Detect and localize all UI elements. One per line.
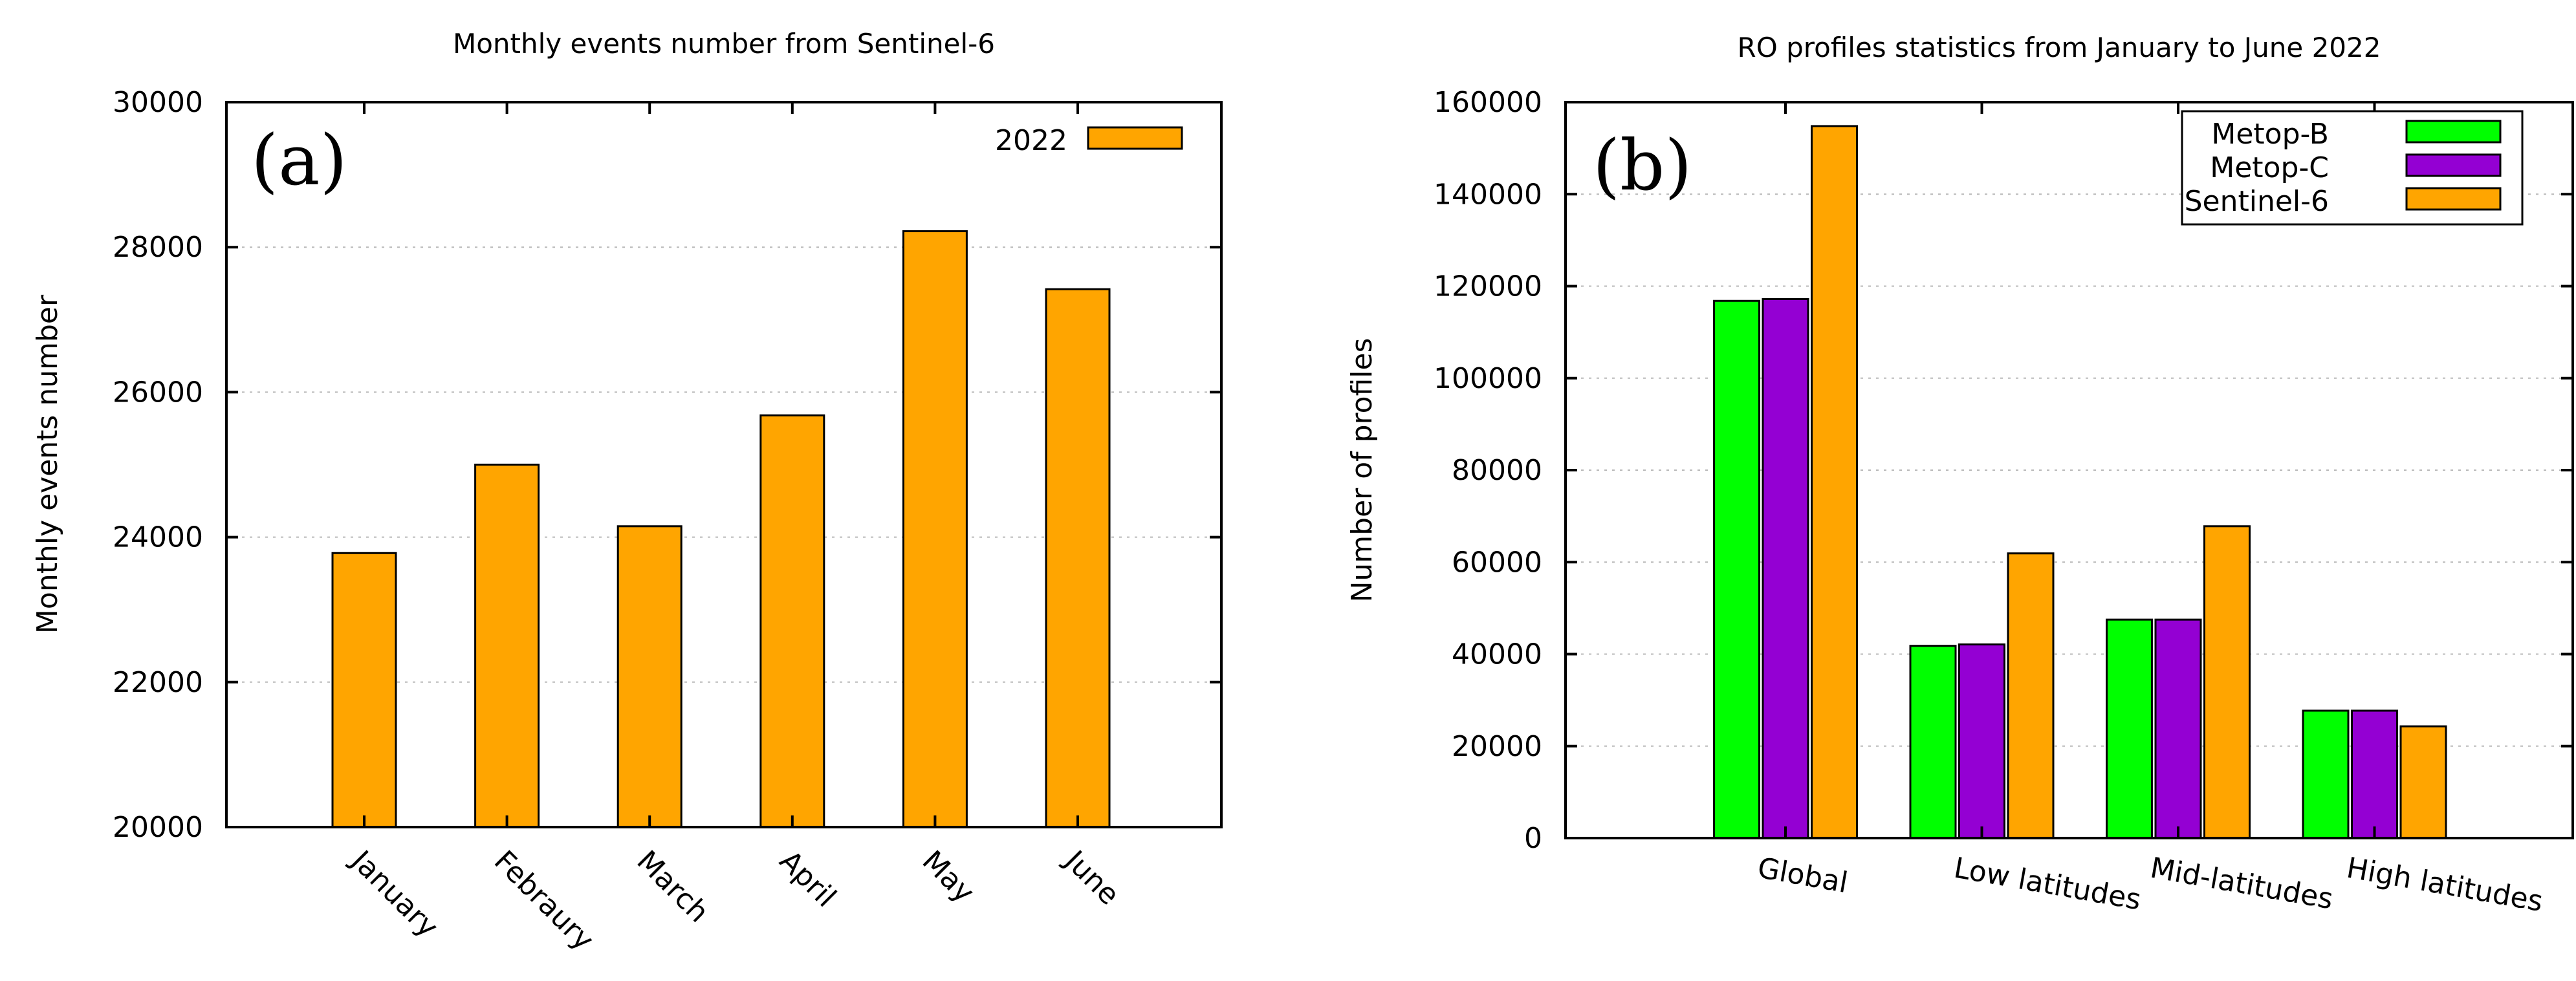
chart-b-y-tick-label: 20000 bbox=[1452, 730, 1542, 763]
chart-a-y-tick-label: 22000 bbox=[113, 666, 203, 699]
chart-a-plot-frame bbox=[225, 101, 1223, 828]
chart-b-y-tick-label: 120000 bbox=[1434, 270, 1542, 303]
chart-b-bar-sentinel-6-mid-latitudes bbox=[2203, 525, 2251, 839]
chart-b-legend: Metop-B Metop-C Sentinel-6 bbox=[2181, 110, 2524, 226]
chart-a-y-tick-label: 28000 bbox=[113, 231, 203, 264]
chart-b-y-tick-label: 100000 bbox=[1434, 362, 1542, 395]
chart-a-y-tick-label: 30000 bbox=[113, 86, 203, 119]
chart-a-legend-swatch-2022 bbox=[1087, 126, 1183, 150]
chart-a-legend: 2022 bbox=[995, 124, 1183, 157]
chart-a-bar-2022-june bbox=[1045, 288, 1111, 828]
chart-b-legend-label-sentinel-6: Sentinel-6 bbox=[2185, 185, 2329, 218]
chart-b-legend-label-metop-b: Metop-B bbox=[2211, 118, 2329, 151]
chart-a-y-axis-label: Monthly events number bbox=[31, 294, 64, 634]
chart-a-bars bbox=[331, 230, 1111, 828]
chart-a-title: Monthly events number from Sentinel-6 bbox=[453, 28, 995, 59]
chart-a-y-ticks: 20000 22000 24000 26000 28000 30000 bbox=[113, 86, 1221, 844]
chart-b-y-tick-label: 0 bbox=[1524, 822, 1542, 855]
chart-b-y-tick-label: 60000 bbox=[1452, 546, 1542, 579]
chart-a-legend-label-2022: 2022 bbox=[995, 124, 1067, 157]
chart-b-legend-label-metop-c: Metop-C bbox=[2210, 151, 2329, 184]
chart-a-bar-2022-march bbox=[617, 525, 682, 828]
chart-b: 0 20000 40000 60000 80000 100000 120000 140000 1… bbox=[1346, 32, 2574, 918]
chart-b-legend-swatch-metop-b bbox=[2405, 120, 2502, 144]
chart-a-bar-2022-febraury bbox=[474, 464, 540, 828]
chart-b-legend-swatch-sentinel-6 bbox=[2405, 187, 2502, 211]
chart-b-bar-metop-c-low-latitudes bbox=[1958, 643, 2005, 839]
chart-b-bar-metop-b-high-latitudes bbox=[2302, 709, 2350, 839]
chart-b-legend-swatch-metop-c bbox=[2405, 153, 2502, 177]
chart-a-panel-label: (a) bbox=[251, 120, 347, 201]
chart-a-y-tick-label: 20000 bbox=[113, 811, 203, 844]
chart-b-panel-label: (b) bbox=[1593, 125, 1692, 206]
chart-b-bar-metop-b-low-latitudes bbox=[1909, 645, 1957, 839]
chart-b-bar-metop-b-global bbox=[1713, 299, 1760, 839]
chart-a-bar-2022-january bbox=[331, 552, 397, 828]
chart-b-y-tick-label: 140000 bbox=[1434, 178, 1542, 211]
chart-a-y-tick-label: 24000 bbox=[113, 521, 203, 554]
chart-b-bar-sentinel-6-low-latitudes bbox=[2007, 552, 2055, 839]
chart-b-y-tick-label: 80000 bbox=[1452, 454, 1542, 487]
chart-b-bar-metop-c-global bbox=[1762, 297, 1809, 839]
chart-a-bar-2022-april bbox=[759, 414, 825, 828]
chart-b-y-tick-label: 40000 bbox=[1452, 638, 1542, 671]
chart-a-bar-2022-may bbox=[902, 230, 968, 828]
chart-a-y-tick-label: 26000 bbox=[113, 376, 203, 409]
chart-b-bar-metop-c-mid-latitudes bbox=[2154, 618, 2202, 839]
chart-b-y-ticks: 0 20000 40000 60000 80000 100000 120000 140000 1… bbox=[1434, 86, 2573, 855]
chart-b-bar-metop-b-mid-latitudes bbox=[2106, 618, 2153, 839]
chart-b-bar-sentinel-6-global bbox=[1811, 125, 1858, 839]
chart-b-y-tick-label: 160000 bbox=[1434, 86, 1542, 119]
chart-b-bar-metop-c-high-latitudes bbox=[2351, 709, 2398, 839]
chart-a-gridlines bbox=[226, 246, 1221, 683]
chart-b-y-axis-label: Number of profiles bbox=[1346, 338, 1379, 602]
chart-b-bar-sentinel-6-high-latitudes bbox=[2399, 725, 2447, 839]
chart-b-title: RO profiles statistics from January to J… bbox=[1738, 32, 2381, 63]
